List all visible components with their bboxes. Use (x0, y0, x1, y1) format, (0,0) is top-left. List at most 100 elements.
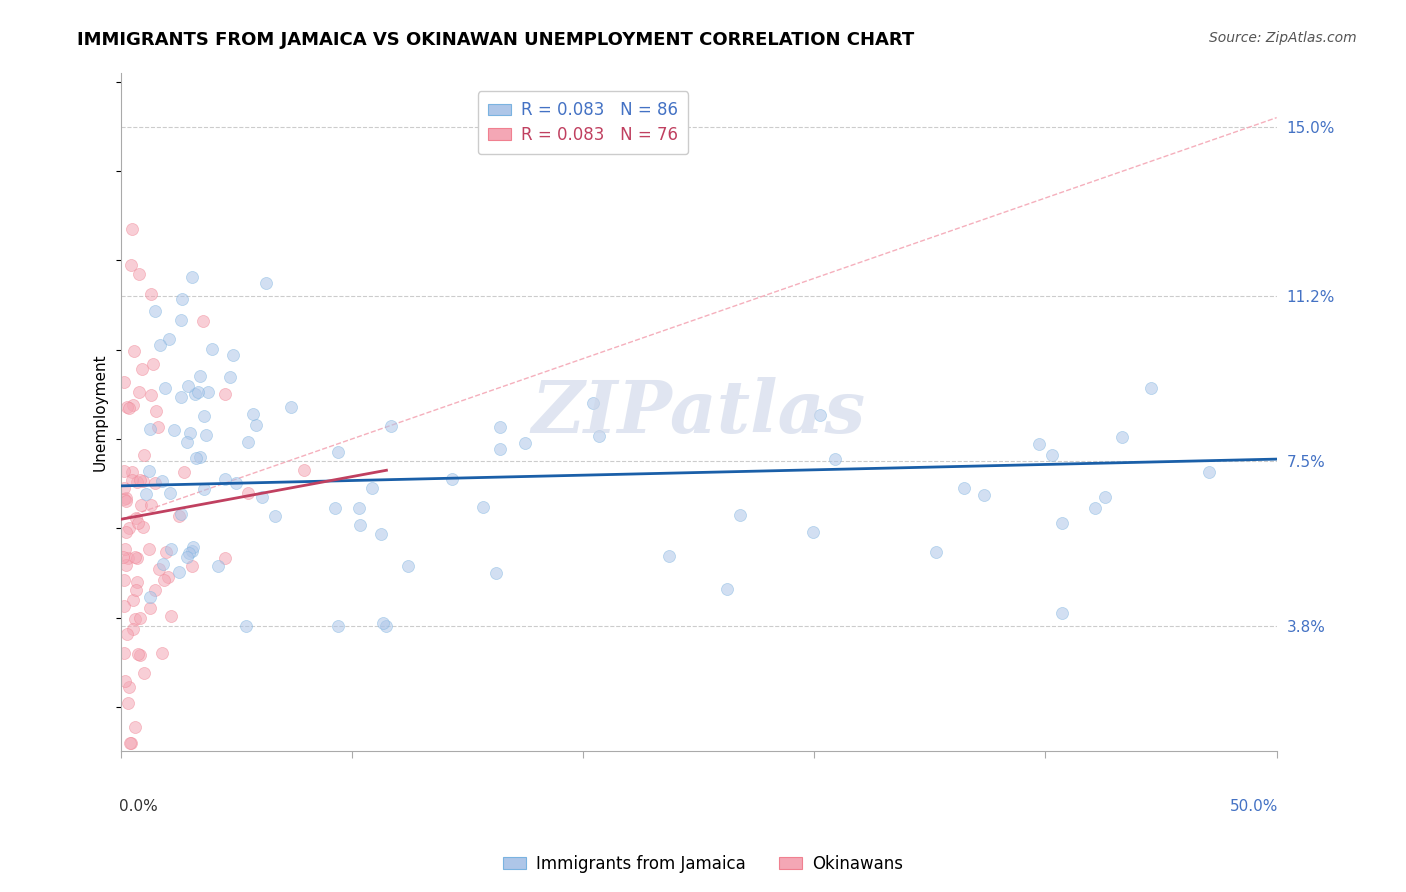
Point (134, 448, 156, 462)
Point (515, 436, 537, 450)
Text: 50.0%: 50.0% (1229, 799, 1278, 814)
Point (824, 451, 846, 466)
Point (1040, 448, 1063, 462)
Point (179, 426, 201, 441)
Point (124, 612, 146, 626)
Point (214, 472, 236, 486)
Point (236, 485, 259, 500)
Point (143, 304, 166, 318)
Point (489, 419, 512, 434)
Point (801, 524, 824, 539)
Point (121, 473, 143, 487)
Point (1198, 465, 1220, 479)
Legend: Immigrants from Jamaica, Okinawans: Immigrants from Jamaica, Okinawans (496, 848, 910, 880)
Point (122, 343, 145, 358)
Point (125, 583, 148, 598)
Point (225, 476, 247, 491)
Point (193, 314, 215, 328)
Point (183, 386, 205, 401)
Point (129, 499, 152, 513)
Point (176, 435, 198, 450)
Point (141, 287, 163, 301)
Point (134, 665, 156, 680)
Point (163, 423, 186, 437)
Point (925, 545, 948, 559)
Point (125, 511, 148, 525)
Point (236, 434, 259, 449)
Point (177, 379, 200, 393)
Point (160, 541, 183, 556)
Point (197, 384, 219, 399)
Point (187, 384, 209, 399)
Point (167, 508, 190, 523)
Point (146, 419, 169, 434)
Point (808, 408, 831, 422)
Point (121, 593, 143, 607)
Point (139, 422, 162, 436)
Point (219, 370, 242, 384)
Point (143, 582, 166, 597)
Point (115, 491, 138, 505)
Point (142, 358, 165, 372)
Point (181, 269, 204, 284)
Point (115, 400, 138, 414)
Point (114, 493, 136, 508)
Point (188, 368, 211, 383)
Point (1050, 606, 1073, 620)
Point (173, 466, 195, 480)
Point (112, 646, 135, 660)
Point (973, 488, 995, 502)
Legend: R = 0.083   N = 86, R = 0.083   N = 76: R = 0.083 N = 86, R = 0.083 N = 76 (478, 92, 688, 154)
Point (361, 481, 384, 495)
Point (115, 558, 138, 572)
Point (159, 486, 181, 500)
Y-axis label: Unemployment: Unemployment (93, 353, 107, 471)
Text: 0.0%: 0.0% (120, 799, 157, 814)
Point (143, 476, 166, 491)
Point (118, 735, 141, 749)
Point (728, 508, 751, 523)
Point (135, 486, 157, 500)
Point (169, 507, 191, 521)
Point (115, 627, 138, 641)
Point (472, 500, 495, 515)
Point (124, 550, 146, 565)
Point (127, 575, 149, 590)
Point (150, 475, 173, 489)
Point (128, 267, 150, 281)
Point (170, 391, 193, 405)
Point (1139, 381, 1161, 395)
Point (118, 521, 141, 535)
Point (371, 615, 394, 630)
Point (127, 516, 149, 530)
Point (328, 445, 350, 459)
Point (167, 565, 190, 579)
Point (131, 474, 153, 488)
Point (207, 559, 229, 574)
Point (242, 407, 264, 421)
Point (139, 388, 162, 402)
Point (214, 387, 236, 401)
Point (138, 464, 160, 478)
Point (222, 348, 245, 362)
Point (280, 401, 302, 415)
Point (127, 551, 149, 566)
Point (485, 566, 508, 581)
Point (128, 385, 150, 400)
Point (139, 600, 162, 615)
Point (160, 608, 183, 623)
Point (201, 342, 224, 356)
Point (375, 619, 398, 633)
Point (370, 526, 392, 541)
Point (117, 696, 139, 710)
Point (347, 501, 370, 516)
Point (658, 549, 681, 563)
Point (129, 610, 152, 624)
Point (132, 520, 155, 534)
Point (1083, 500, 1105, 515)
Point (186, 451, 208, 466)
Point (153, 381, 176, 395)
Point (128, 473, 150, 487)
Point (141, 498, 163, 512)
Point (149, 338, 172, 352)
